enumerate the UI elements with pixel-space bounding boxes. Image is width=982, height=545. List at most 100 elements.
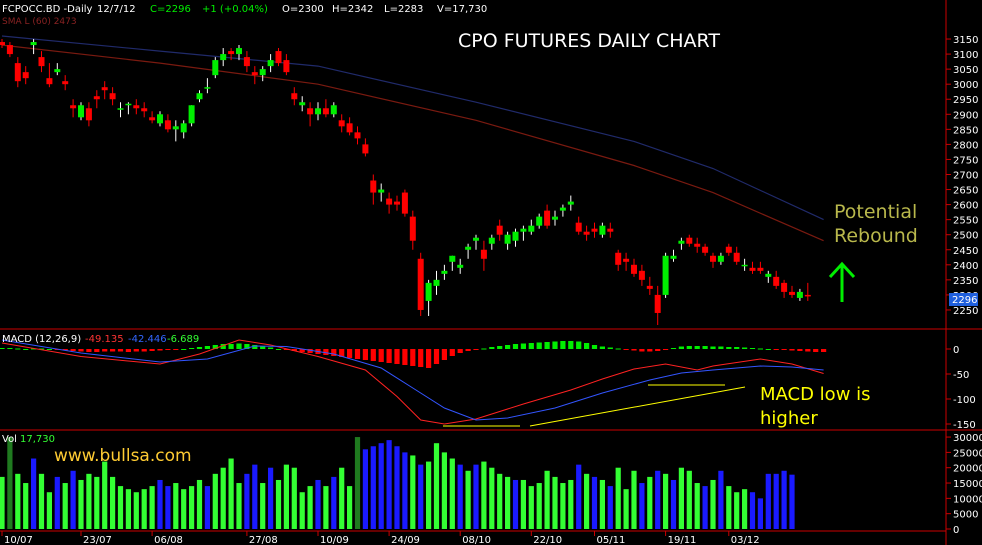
volume-bar xyxy=(228,458,234,529)
candle-body xyxy=(307,108,314,115)
candle xyxy=(765,270,772,283)
candle xyxy=(212,57,219,79)
candle-body xyxy=(228,51,235,55)
date-label: 12/7/12 xyxy=(97,4,136,15)
candle xyxy=(117,102,124,118)
candle xyxy=(188,105,195,127)
candle-body xyxy=(559,207,566,211)
candle-body xyxy=(291,93,298,100)
candle-body xyxy=(117,108,124,110)
candle-body xyxy=(157,114,163,124)
axis-tick-label: 0 xyxy=(953,525,959,536)
candle-body xyxy=(243,57,250,67)
volume-bar xyxy=(378,443,384,529)
macd-histogram-bar xyxy=(599,346,605,349)
candle-body xyxy=(623,258,630,262)
macd-histogram-bar xyxy=(781,349,787,350)
candle-body xyxy=(212,60,219,76)
macd-histogram-bar xyxy=(663,349,669,350)
volume-bar xyxy=(726,486,732,529)
candle xyxy=(504,231,511,250)
candle xyxy=(164,114,171,133)
candle-body xyxy=(591,228,598,232)
candle-body xyxy=(638,270,645,280)
candle-body xyxy=(378,189,385,193)
sma-label: SMA L (60) 2473 xyxy=(2,17,77,27)
volume-bar xyxy=(110,476,116,529)
volume-bar xyxy=(441,452,447,529)
candle-body xyxy=(172,126,179,130)
candle-body xyxy=(725,246,732,253)
candle xyxy=(804,282,811,301)
macd-histogram-bar xyxy=(410,349,416,366)
macd-histogram-bar xyxy=(710,346,716,349)
candle-body xyxy=(686,237,693,244)
volume-bar xyxy=(149,486,155,529)
macd-histogram-bar xyxy=(189,348,195,349)
candle xyxy=(54,63,61,76)
volume-bar xyxy=(639,483,645,529)
macd-histogram-bar xyxy=(481,348,487,350)
macd-histogram-bar xyxy=(307,349,313,353)
macd-histogram-bar xyxy=(62,349,68,351)
candle xyxy=(228,48,235,61)
volume-bar xyxy=(552,476,558,529)
macd-histogram-bar xyxy=(497,346,503,349)
candle-body xyxy=(567,201,574,205)
candle xyxy=(567,195,574,211)
axis-tick-label: 2650 xyxy=(953,186,978,197)
x-axis-tick-label: 03/12 xyxy=(731,535,760,545)
candle-body xyxy=(133,105,140,109)
candle-body xyxy=(749,267,756,271)
macd-histogram-bar xyxy=(362,349,368,360)
candle-body xyxy=(465,246,472,250)
macd-histogram-bar xyxy=(639,349,645,352)
macd-histogram-bar xyxy=(702,346,708,349)
macd-histogram-bar xyxy=(512,344,519,349)
axis-tick-label: 2350 xyxy=(953,276,978,287)
candle xyxy=(378,183,385,202)
macd-histogram-bar xyxy=(23,349,29,350)
high-label: H=2342 xyxy=(332,4,373,15)
candle-body xyxy=(425,282,432,301)
volume-bar xyxy=(307,486,313,529)
candle xyxy=(425,279,432,316)
volume-bar xyxy=(433,443,440,529)
macd-histogram-bar xyxy=(157,349,163,351)
axis-tick-label: 25000 xyxy=(953,448,982,459)
volume-bar xyxy=(481,461,487,529)
candle xyxy=(591,222,598,238)
candle xyxy=(473,234,479,250)
macd-histogram-bar xyxy=(204,346,210,349)
candle-body xyxy=(646,285,653,289)
macd-histogram-bar xyxy=(220,344,226,349)
candle xyxy=(62,75,69,91)
candle xyxy=(330,102,337,118)
volume-bar xyxy=(212,473,218,529)
candle xyxy=(583,225,590,241)
symbol-label: FCPOCC.BD -Daily xyxy=(2,4,93,15)
macd-histogram-bar xyxy=(821,349,827,352)
x-axis-tick-label: 23/07 xyxy=(83,535,112,545)
volume-bar xyxy=(426,461,432,529)
x-axis-tick-label: 10/07 xyxy=(4,535,33,545)
candle xyxy=(678,237,685,250)
candle-body xyxy=(575,222,582,232)
macd-histogram-bar xyxy=(544,342,550,349)
candle xyxy=(149,111,156,124)
macd-histogram-bar xyxy=(718,346,724,349)
macd-histogram-bar xyxy=(757,348,763,350)
volume-bar xyxy=(94,476,100,529)
candle xyxy=(686,234,693,247)
rebound-text-line1: Potential xyxy=(834,201,917,223)
macd-histogram-bar xyxy=(165,349,171,350)
candle xyxy=(283,54,290,76)
axis-tick-label: 20000 xyxy=(953,464,982,475)
axis-tick-label: -100 xyxy=(953,395,976,406)
axis-tick-label: 2550 xyxy=(953,216,978,227)
candle-body xyxy=(710,255,716,262)
volume-bar xyxy=(710,479,716,529)
macd-value-3: -6.689 xyxy=(167,334,199,345)
axis-tick-label: 2600 xyxy=(953,201,978,212)
candle xyxy=(599,222,606,238)
